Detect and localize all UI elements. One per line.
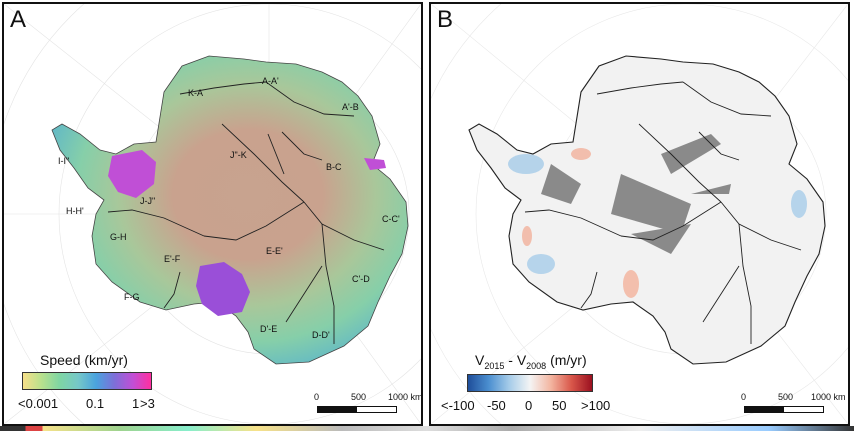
- basin-label: J-J": [140, 196, 156, 206]
- velocity-change-colorbar: [467, 374, 593, 392]
- basin-divides: [524, 81, 802, 344]
- basin-label: F-G: [124, 292, 140, 302]
- scale-label: 500: [778, 392, 794, 402]
- velocity-change-tick-label: -50: [487, 398, 506, 413]
- scale-label: 500: [351, 392, 367, 402]
- velocity-change-tick-label: <-100: [441, 398, 475, 413]
- panel-a-speed-map: A A-A' K-A A'-B J"-K B-C C-C' E-E' H-H' …: [2, 2, 423, 426]
- red-patches: [522, 148, 639, 298]
- basin-label: J"-K: [230, 150, 247, 160]
- velocity-change-tick-label: 50: [552, 398, 567, 413]
- scale-bar: [317, 406, 397, 413]
- speed-tick-label: <0.001: [18, 396, 59, 411]
- speed-tick-label: 1: [132, 396, 140, 411]
- ronne-ice-shelf: [108, 150, 156, 198]
- basin-label: C-C': [382, 214, 400, 224]
- basin-label: E-E': [266, 246, 283, 256]
- basin-label: G-H: [110, 232, 127, 242]
- scale-label: 1000 km: [388, 392, 423, 402]
- velocity-change-tick-label: 0: [525, 398, 533, 413]
- panel-b-letter: B: [437, 6, 454, 33]
- scale-label: 1000 km: [811, 392, 846, 402]
- basin-label: D-D': [312, 330, 330, 340]
- scale-label: 0: [314, 392, 320, 402]
- panel-a-letter: A: [10, 6, 27, 33]
- basin-label: A'-B: [342, 102, 359, 112]
- scale-label: 0: [741, 392, 747, 402]
- basin-label: E'-F: [164, 254, 181, 264]
- basin-label: D'-E: [260, 324, 278, 334]
- basin-label: K-A: [188, 88, 204, 98]
- speed-legend-title: Speed (km/yr): [40, 352, 128, 368]
- panel-b-velocity-change-map: B V2015 - V2008 (m/yr) <-100 -50 0 50 >1…: [429, 2, 850, 426]
- velocity-change-legend-title: V2015 - V2008 (m/yr): [475, 352, 587, 371]
- scale-bar: [744, 406, 824, 413]
- velocity-change-tick-label: >100: [581, 398, 611, 413]
- antarctica-speed-shape: [51, 55, 409, 365]
- basin-label: A-A': [262, 76, 279, 86]
- velocity-change-map-graphic: [431, 4, 848, 424]
- blue-patches: [508, 154, 807, 274]
- basin-label: I-I": [58, 156, 70, 166]
- ross-ice-shelf: [196, 262, 250, 316]
- grey-wedges: [541, 134, 731, 254]
- basin-label: H-H': [66, 206, 84, 216]
- amery-ice-shelf: [364, 158, 386, 170]
- basin-divides: [107, 81, 385, 344]
- basin-label: C'-D: [352, 274, 370, 284]
- speed-map-graphic: [4, 4, 421, 424]
- basin-label: B-C: [326, 162, 342, 172]
- speed-tick-label: 0.1: [86, 396, 105, 411]
- speed-colorbar: [22, 372, 152, 390]
- bottom-color-strip: [0, 426, 854, 431]
- speed-tick-label: >3: [140, 396, 155, 411]
